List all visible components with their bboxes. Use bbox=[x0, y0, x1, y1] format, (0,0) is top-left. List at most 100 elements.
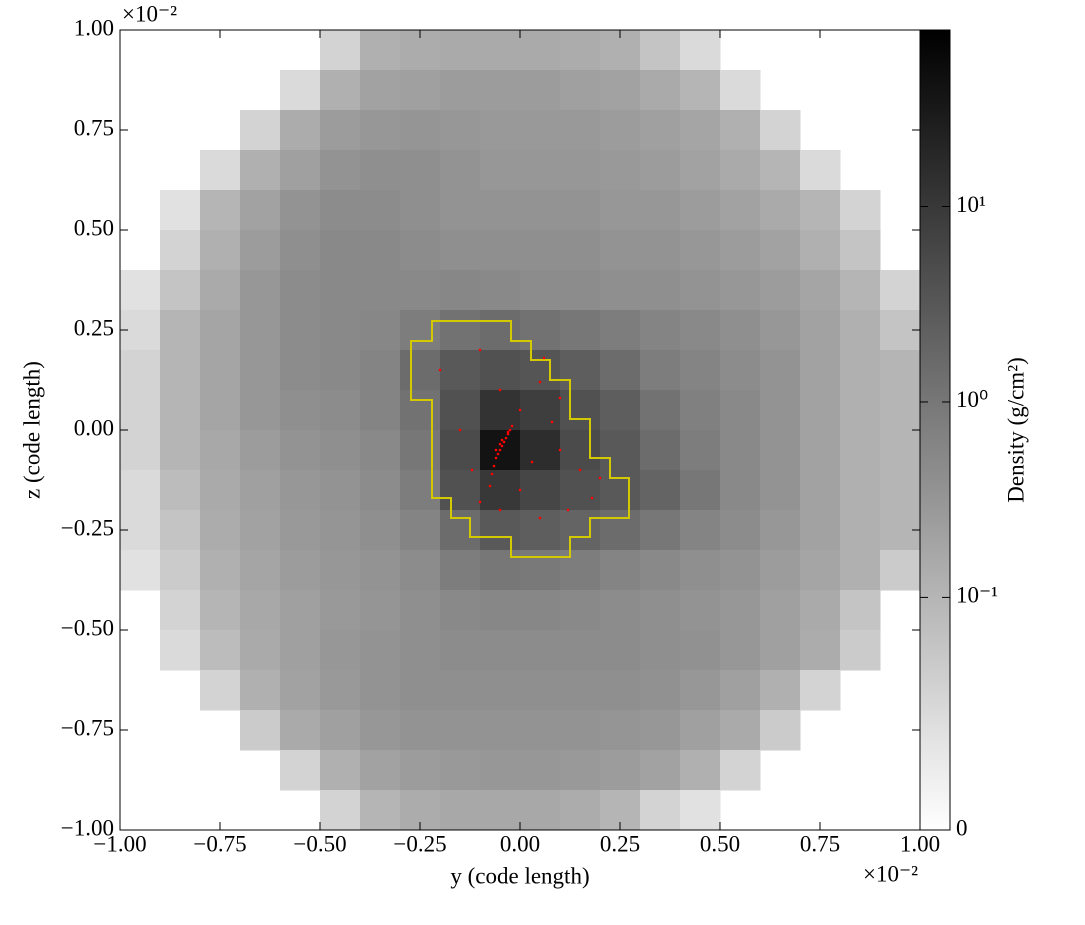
density-cell bbox=[360, 270, 401, 311]
y-tick-label: −0.25 bbox=[61, 515, 114, 540]
density-cell bbox=[360, 590, 401, 631]
density-cell bbox=[360, 70, 401, 111]
density-cell bbox=[480, 350, 521, 391]
density-cell bbox=[440, 630, 481, 671]
density-cell bbox=[440, 150, 481, 191]
density-cell bbox=[520, 30, 561, 71]
density-cell bbox=[720, 230, 761, 271]
density-cell bbox=[320, 430, 361, 471]
y-tick-label: −0.75 bbox=[61, 715, 114, 740]
density-cell bbox=[760, 630, 801, 671]
y-tick-label: 0.75 bbox=[74, 115, 114, 140]
density-cell bbox=[680, 390, 721, 431]
density-cell bbox=[160, 190, 201, 231]
particle bbox=[558, 448, 562, 452]
density-cell bbox=[760, 590, 801, 631]
density-cell bbox=[560, 670, 601, 711]
density-cell bbox=[840, 390, 881, 431]
density-cell bbox=[480, 710, 521, 751]
density-cell bbox=[640, 190, 681, 231]
density-cell bbox=[280, 190, 321, 231]
density-cell bbox=[560, 70, 601, 111]
density-cell bbox=[640, 630, 681, 671]
particle bbox=[490, 472, 494, 476]
density-cell bbox=[320, 150, 361, 191]
density-cell bbox=[560, 150, 601, 191]
y-tick-label: 0.00 bbox=[74, 415, 114, 440]
density-cell bbox=[800, 590, 841, 631]
particle bbox=[502, 440, 506, 444]
density-cell bbox=[720, 430, 761, 471]
density-cell bbox=[720, 630, 761, 671]
density-cell bbox=[760, 310, 801, 351]
density-cell bbox=[480, 670, 521, 711]
density-cell bbox=[520, 390, 561, 431]
density-cell bbox=[600, 230, 641, 271]
density-cell bbox=[680, 550, 721, 591]
density-cell bbox=[800, 550, 841, 591]
density-cell bbox=[760, 190, 801, 231]
density-cell bbox=[840, 310, 881, 351]
density-cell bbox=[440, 550, 481, 591]
y-tick-label: 1.00 bbox=[74, 15, 114, 40]
particle bbox=[590, 496, 594, 500]
density-cell bbox=[360, 110, 401, 151]
particle bbox=[518, 488, 522, 492]
density-cell bbox=[240, 630, 281, 671]
density-cell bbox=[440, 790, 481, 831]
density-cell bbox=[680, 310, 721, 351]
density-cell bbox=[320, 710, 361, 751]
density-cell bbox=[360, 350, 401, 391]
particle bbox=[500, 444, 504, 448]
density-cell bbox=[200, 150, 241, 191]
particle bbox=[530, 460, 534, 464]
density-cell bbox=[480, 470, 521, 511]
density-cell bbox=[720, 710, 761, 751]
density-cell bbox=[160, 630, 201, 671]
density-cell bbox=[240, 710, 281, 751]
density-cell bbox=[280, 70, 321, 111]
density-cell bbox=[560, 430, 601, 471]
density-cell bbox=[160, 270, 201, 311]
particle bbox=[478, 500, 482, 504]
density-cell bbox=[520, 230, 561, 271]
density-cell bbox=[560, 350, 601, 391]
density-cell bbox=[440, 110, 481, 151]
density-cell bbox=[440, 190, 481, 231]
density-cell bbox=[680, 430, 721, 471]
particle bbox=[550, 420, 554, 424]
density-cell bbox=[640, 590, 681, 631]
density-cell bbox=[320, 350, 361, 391]
density-cell bbox=[160, 510, 201, 551]
density-cell bbox=[640, 310, 681, 351]
density-cell bbox=[840, 230, 881, 271]
particle bbox=[496, 452, 500, 456]
density-cell bbox=[600, 270, 641, 311]
density-cell bbox=[440, 710, 481, 751]
density-cell bbox=[520, 750, 561, 791]
particle bbox=[498, 388, 502, 392]
density-cell bbox=[640, 550, 681, 591]
particle bbox=[542, 356, 546, 360]
density-cell bbox=[400, 750, 441, 791]
x-tick-label: 1.00 bbox=[900, 831, 940, 856]
density-cell bbox=[360, 510, 401, 551]
density-cell bbox=[240, 390, 281, 431]
particle bbox=[492, 464, 496, 468]
density-cell bbox=[480, 790, 521, 831]
density-cell bbox=[560, 510, 601, 551]
density-cell bbox=[680, 350, 721, 391]
density-cell bbox=[360, 190, 401, 231]
density-cell bbox=[560, 710, 601, 751]
density-cell bbox=[360, 670, 401, 711]
colorbar-tick-label: 10⁻¹ bbox=[956, 583, 998, 608]
density-cell bbox=[400, 70, 441, 111]
density-cell bbox=[160, 350, 201, 391]
density-cell bbox=[800, 430, 841, 471]
overlay bbox=[410, 320, 630, 558]
density-cell bbox=[440, 750, 481, 791]
density-cell bbox=[520, 150, 561, 191]
density-cell bbox=[720, 270, 761, 311]
density-cell bbox=[360, 150, 401, 191]
density-cell bbox=[840, 430, 881, 471]
